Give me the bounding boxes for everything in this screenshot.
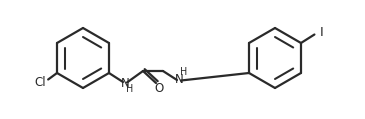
Text: N: N: [120, 77, 129, 89]
Text: O: O: [154, 82, 164, 94]
Text: Cl: Cl: [34, 75, 46, 89]
Text: N: N: [174, 72, 183, 85]
Text: H: H: [126, 84, 133, 94]
Text: I: I: [320, 26, 323, 39]
Text: H: H: [180, 67, 187, 77]
